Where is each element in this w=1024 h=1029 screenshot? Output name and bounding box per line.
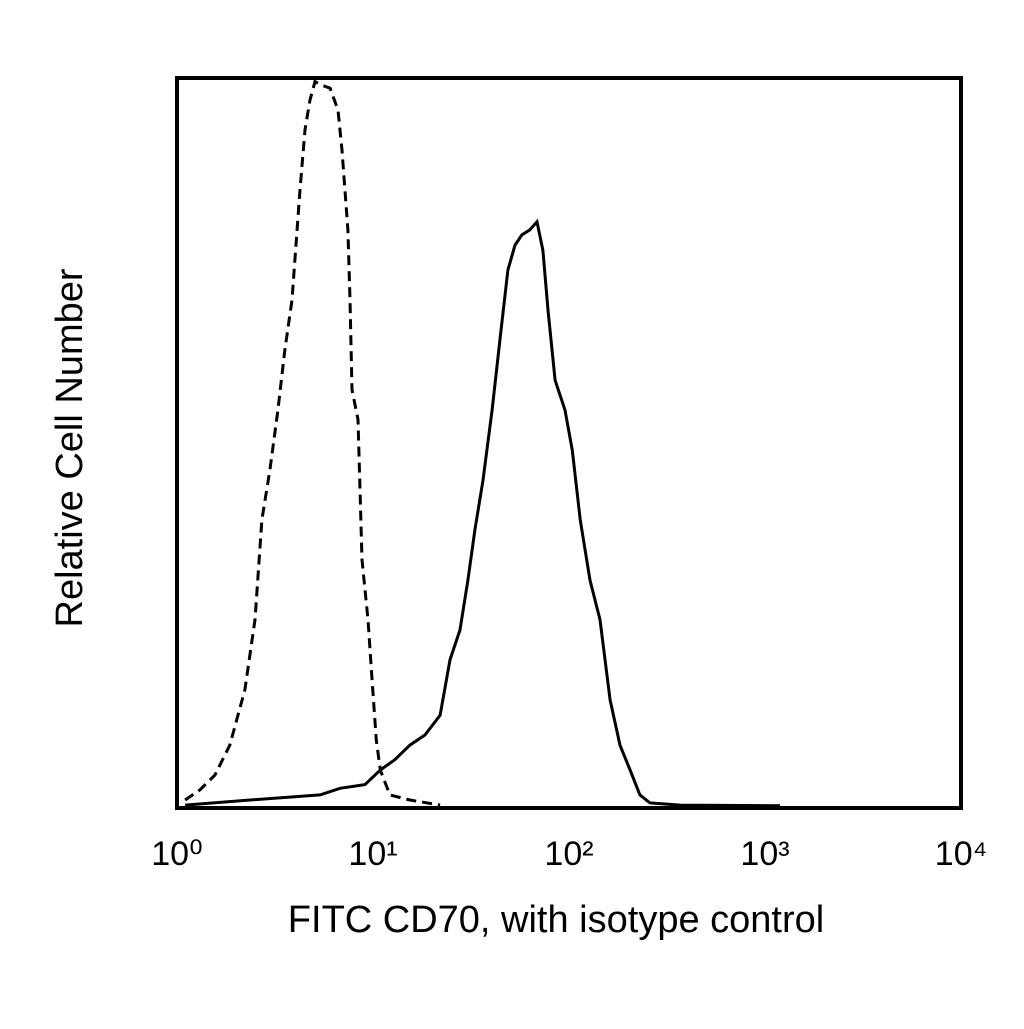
histogram-line [184, 79, 441, 807]
plot-frame [175, 76, 963, 810]
x-tick-label: 10⁰ [151, 835, 202, 873]
x-axis-title: FITC CD70, with isotype control [288, 899, 824, 941]
x-tick-label: 10¹ [348, 835, 397, 873]
x-tick-label: 10³ [740, 835, 789, 873]
x-tick-label: 10² [544, 835, 593, 873]
y-axis-title: Relative Cell Number [49, 268, 91, 627]
histogram-line [184, 218, 781, 808]
x-tick-label: 10⁴ [935, 835, 987, 873]
